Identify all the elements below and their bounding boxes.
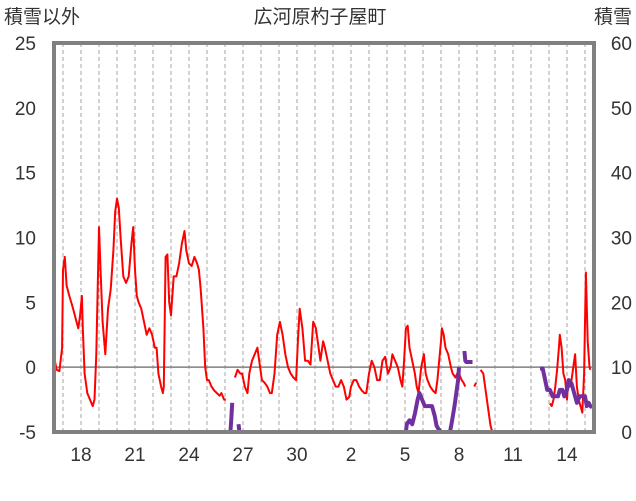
left-tick-label: 25: [15, 34, 36, 55]
right-tick-label: 50: [611, 99, 632, 120]
x-tick-label: 5: [400, 445, 411, 466]
right-axis-ticks: 60 50 40 30 20 10 0: [611, 34, 632, 444]
right-axis-label: 積雪: [594, 6, 632, 28]
x-tick-label: 14: [556, 445, 578, 466]
x-tick-label: 27: [232, 445, 253, 466]
right-tick-label: 40: [611, 164, 632, 185]
snow-line: [540, 366, 594, 410]
right-tick-label: 0: [621, 423, 632, 444]
left-tick-label: 20: [15, 99, 36, 120]
left-tick-label: 15: [15, 164, 36, 185]
snow-line: [462, 350, 473, 364]
x-axis-ticks: 18 21 24 27 30 2 5 8 11 14: [70, 445, 578, 466]
left-tick-label: 5: [25, 293, 36, 314]
x-tick-label: 18: [70, 445, 91, 466]
snow-line: [236, 367, 461, 434]
right-tick-label: 20: [611, 293, 632, 314]
x-tick-label: 2: [346, 445, 357, 466]
right-tick-label: 60: [611, 34, 632, 55]
temperature-line: [233, 307, 467, 401]
temperature-line: [473, 382, 478, 388]
x-tick-label: 30: [286, 445, 307, 466]
left-axis-label: 積雪以外: [4, 6, 80, 28]
temperature-line: [53, 197, 226, 408]
chart-title: 広河原杓子屋町: [253, 6, 386, 28]
temperature-line: [479, 369, 494, 433]
plot-frame: [52, 41, 596, 434]
x-tick-label: 24: [178, 445, 200, 466]
left-tick-label: 10: [15, 229, 36, 250]
left-axis-ticks: 25 20 15 10 5 0 -5: [15, 34, 36, 444]
x-tick-label: 21: [124, 445, 145, 466]
x-tick-label: 8: [454, 445, 465, 466]
x-tick-label: 11: [503, 445, 523, 466]
left-tick-label: 0: [25, 358, 36, 379]
temperature-line: [549, 271, 592, 414]
left-tick-label: -5: [19, 423, 36, 444]
right-tick-label: 10: [611, 358, 632, 379]
right-tick-label: 30: [611, 229, 632, 250]
